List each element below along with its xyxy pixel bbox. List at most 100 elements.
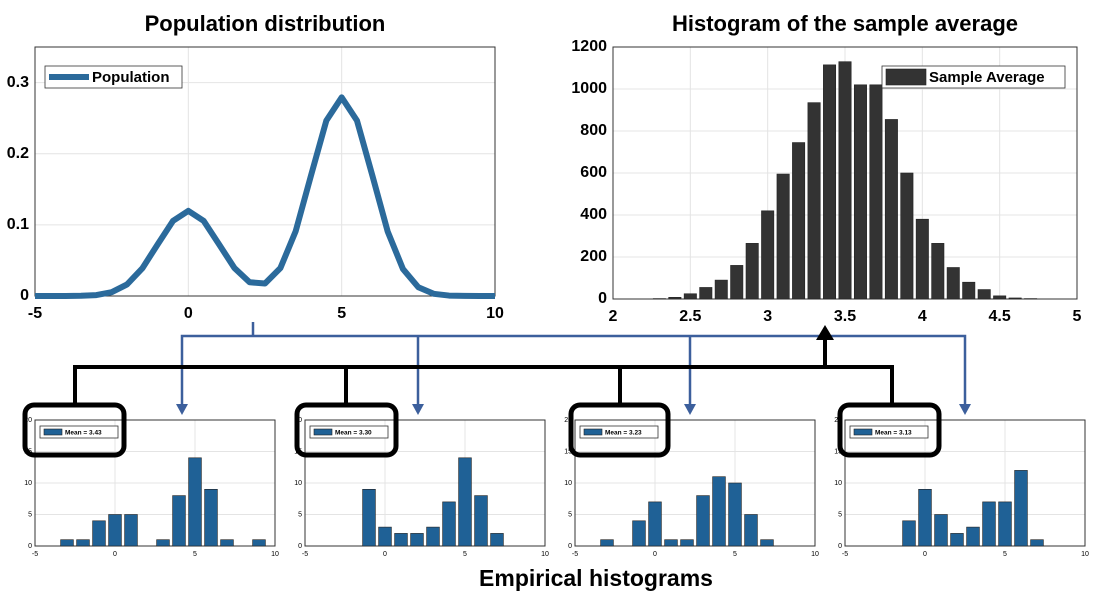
x-tick-label: 5 [1073, 308, 1082, 325]
legend-label: Population [92, 69, 170, 86]
y-tick-label: 400 [580, 206, 607, 223]
y-tick-label: 5 [298, 511, 302, 518]
x-tick-label: 0 [113, 551, 117, 558]
histogram-bar [728, 482, 742, 547]
highlight-box [294, 402, 399, 458]
x-tick-label: 10 [486, 305, 504, 322]
legend-label: Sample Average [929, 69, 1045, 86]
x-tick-label: 2.5 [679, 308, 701, 325]
histogram-bar [600, 539, 614, 547]
legend-box [44, 65, 183, 89]
histogram-bar [156, 539, 170, 547]
legend-swatch [885, 68, 927, 86]
x-tick-label: 10 [811, 551, 819, 558]
x-tick-label: -5 [28, 305, 42, 322]
blue-arrowheads [176, 404, 971, 415]
histogram-bar [902, 520, 916, 547]
y-tick-label: 1200 [571, 38, 607, 55]
y-tick-label: 10 [564, 480, 572, 487]
histogram-bar [712, 476, 726, 547]
legend-swatch [43, 428, 63, 436]
x-tick-label: 2 [609, 308, 618, 325]
y-tick-label: 20 [24, 417, 32, 424]
y-tick-label: 10 [24, 480, 32, 487]
y-tick-label: 5 [838, 511, 842, 518]
y-tick-label: 0 [838, 543, 842, 550]
histogram-bar [252, 539, 266, 547]
histogram-bar [982, 501, 996, 547]
x-tick-label: -5 [32, 551, 38, 558]
caption: Empirical histograms [479, 565, 713, 591]
y-tick-label: 1000 [571, 80, 607, 97]
y-tick-label: 0 [28, 543, 32, 550]
histogram-bar [442, 501, 456, 547]
histogram-bar [60, 539, 74, 547]
legend-label: Mean = 3.30 [335, 430, 372, 437]
y-tick-label: 10 [834, 480, 842, 487]
x-tick-label: 3 [763, 308, 772, 325]
y-tick-label: 15 [834, 448, 842, 455]
x-tick-label: -5 [572, 551, 578, 558]
y-tick-label: 0 [298, 543, 302, 550]
histogram-bar [915, 218, 929, 300]
x-tick-label: 0 [184, 305, 193, 322]
chart-title: Histogram of the sample average [672, 11, 1018, 36]
legend-swatch [313, 428, 333, 436]
histogram-bar [683, 293, 697, 300]
histogram-bar [934, 514, 948, 547]
histogram-bar [1030, 539, 1044, 547]
histogram-bar [931, 243, 945, 300]
chart-title: Population distribution [145, 11, 386, 36]
blue-connector [180, 334, 967, 404]
highlight-box [837, 402, 942, 458]
histogram-bar [966, 526, 980, 547]
y-tick-label: 5 [568, 511, 572, 518]
histogram-bar [632, 520, 646, 547]
histogram-bar [108, 514, 122, 547]
histogram-bar [918, 488, 932, 547]
x-tick-label: 0 [383, 551, 387, 558]
y-tick-label: 0 [568, 543, 572, 550]
x-tick-label: 5 [1003, 551, 1007, 558]
histogram-bar [823, 64, 837, 300]
connector-diagram [73, 322, 971, 415]
histogram-bar [760, 539, 774, 547]
legend-label: Mean = 3.43 [65, 430, 102, 437]
histogram-bar [124, 514, 138, 547]
highlight-box [22, 402, 127, 458]
y-tick-label: 0.2 [7, 145, 29, 162]
y-tick-label: 0 [20, 287, 29, 304]
histogram-bar [962, 281, 976, 300]
histogram-bar [426, 526, 440, 547]
line [35, 94, 495, 299]
histogram-bar [378, 526, 392, 547]
histogram-bar [993, 295, 1007, 300]
histogram-bar [204, 488, 218, 547]
histogram-bar [490, 533, 504, 547]
histogram-bar [474, 495, 488, 547]
histogram-bar [362, 488, 376, 547]
y-tick-label: 15 [564, 448, 572, 455]
y-tick-label: 20 [564, 417, 572, 424]
histogram-bar [714, 279, 728, 300]
histogram-bar [761, 210, 775, 300]
axes-box [574, 419, 816, 547]
chart: 0 200 400 600 800 1000 1200 2 2.5 3 3.5 4 4.5 5 Histog… [571, 11, 1081, 325]
histogram-bar [884, 119, 898, 300]
x-tick-label: 4 [918, 308, 927, 325]
histogram-bar [172, 495, 186, 547]
histogram-bar [188, 457, 202, 547]
y-tick-label: 600 [580, 164, 607, 181]
black-arrowhead [816, 325, 834, 340]
axes-box [34, 46, 496, 297]
x-tick-label: 0 [923, 551, 927, 558]
histogram-bar [998, 501, 1012, 547]
x-tick-label: 5 [337, 305, 346, 322]
x-tick-label: 10 [541, 551, 549, 558]
histogram-bar [1014, 470, 1028, 547]
